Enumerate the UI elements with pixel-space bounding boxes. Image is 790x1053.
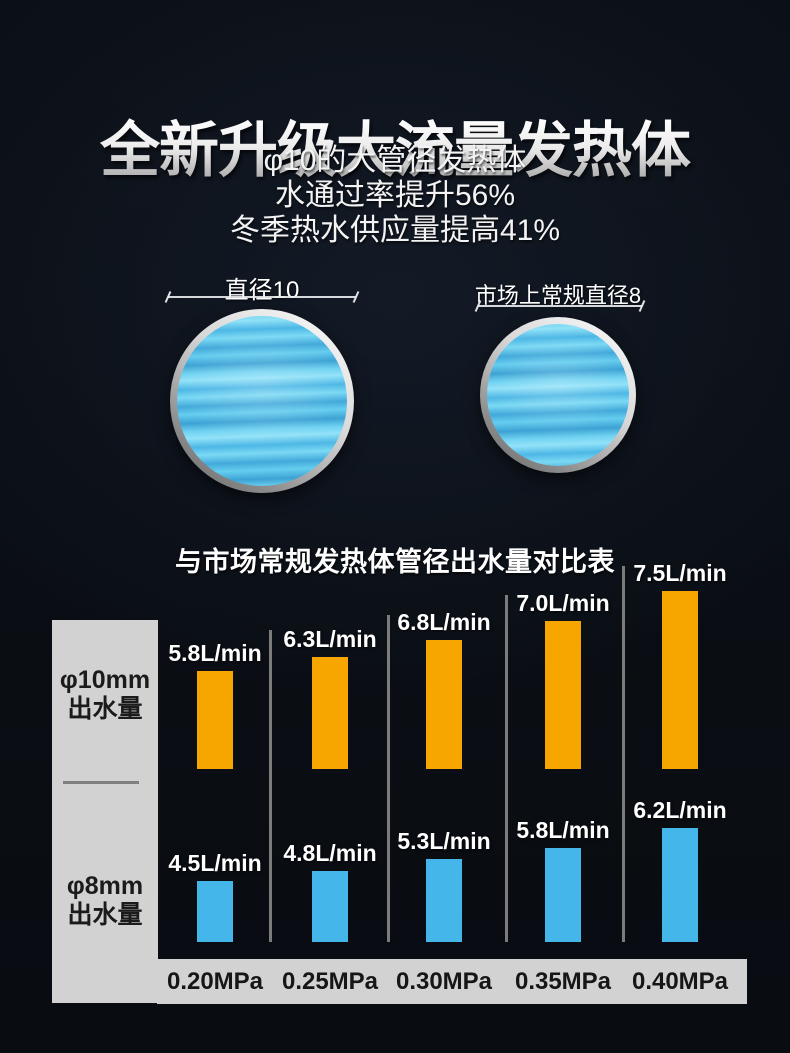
bar-phi10-0.40MPa bbox=[662, 591, 698, 769]
x-axis-label-0.35MPa: 0.35MPa bbox=[514, 968, 612, 995]
x-axis-label-0.20MPa: 0.20MPa bbox=[166, 968, 264, 995]
subtitle-line-3: 冬季热水供应量提高41% bbox=[229, 214, 561, 247]
page-title: 全新升级大流量发热体 bbox=[0, 102, 790, 189]
subtitle-block: φ10的大管径发热体 水通过率提升56% 冬季热水供应量提高41% bbox=[0, 143, 790, 248]
bar-value-label: 7.5L/min bbox=[633, 560, 727, 586]
subtitle-line-1: φ10的大管径发热体 bbox=[263, 144, 527, 177]
water-texture bbox=[177, 316, 347, 486]
bar-phi8-0.25MPa bbox=[312, 871, 348, 942]
column-divider-line bbox=[387, 615, 390, 942]
row-header-phi8: φ8mm 出水量 bbox=[52, 872, 158, 930]
pipe-small-label: 市场上常规直径8 bbox=[474, 283, 642, 308]
row-header-phi8-line2: 出水量 bbox=[67, 901, 143, 929]
bar-phi8-0.20MPa bbox=[197, 881, 233, 942]
bar-value-label: 6.8L/min bbox=[397, 609, 491, 635]
bar-value-label: 5.8L/min bbox=[168, 640, 262, 666]
x-axis-label-0.40MPa: 0.40MPa bbox=[631, 968, 729, 995]
row-header-phi8-line1: φ8mm bbox=[66, 872, 144, 900]
pipe-small-dimension-line bbox=[474, 300, 646, 312]
chart-title: 与市场常规发热体管径出水量对比表 bbox=[175, 547, 615, 578]
bar-value-label: 6.2L/min bbox=[633, 797, 727, 823]
pipe-large-label: 直径10 bbox=[224, 277, 300, 304]
water-texture bbox=[487, 324, 629, 466]
x-axis-band bbox=[157, 959, 747, 1004]
bar-phi10-0.25MPa bbox=[312, 657, 348, 769]
bar-value-label: 7.0L/min bbox=[516, 590, 610, 616]
bar-phi8-0.30MPa bbox=[426, 859, 462, 942]
bar-phi10-0.35MPa bbox=[545, 621, 581, 769]
row-separator bbox=[63, 781, 139, 784]
pipe-large-dimension-line bbox=[164, 291, 360, 303]
row-header-panel bbox=[52, 620, 158, 1003]
subtitle-line-2: 水通过率提升56% bbox=[274, 179, 516, 212]
bar-phi10-0.30MPa bbox=[426, 640, 462, 769]
bar-phi10-0.20MPa bbox=[197, 671, 233, 769]
bar-value-label: 4.8L/min bbox=[283, 840, 377, 866]
x-axis-label-0.25MPa: 0.25MPa bbox=[281, 968, 379, 995]
x-axis-label-0.30MPa: 0.30MPa bbox=[395, 968, 493, 995]
pipe-large-circle bbox=[170, 309, 354, 493]
bar-value-label: 6.3L/min bbox=[283, 626, 377, 652]
column-divider-line bbox=[505, 595, 508, 942]
column-divider-line bbox=[269, 630, 272, 942]
row-header-phi10-line1: φ10mm bbox=[59, 666, 151, 694]
bar-value-label: 5.8L/min bbox=[516, 817, 610, 843]
bar-value-label: 5.3L/min bbox=[397, 828, 491, 854]
row-header-phi10: φ10mm 出水量 bbox=[52, 666, 158, 724]
pipe-small-circle bbox=[480, 317, 636, 473]
bar-value-label: 4.5L/min bbox=[168, 850, 262, 876]
bar-phi8-0.40MPa bbox=[662, 828, 698, 942]
row-header-phi10-line2: 出水量 bbox=[67, 695, 143, 723]
bar-phi8-0.35MPa bbox=[545, 848, 581, 942]
column-divider-line bbox=[622, 566, 625, 942]
